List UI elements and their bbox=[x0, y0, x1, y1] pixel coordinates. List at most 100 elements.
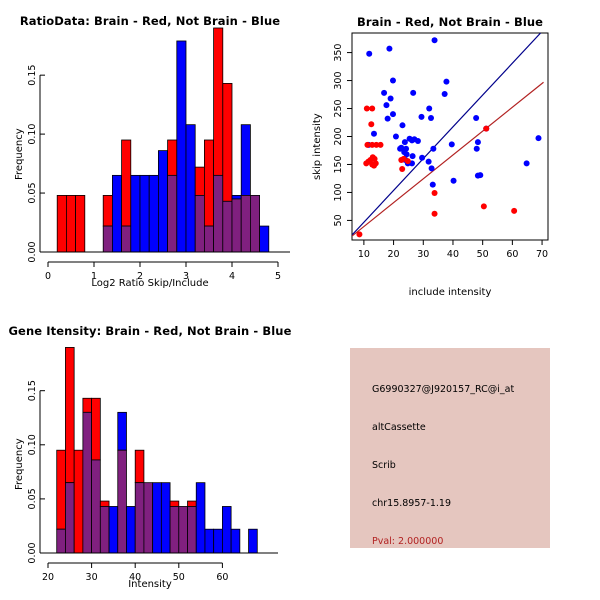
histogram-bar bbox=[108, 506, 119, 554]
y-tick-label: 0.00 bbox=[27, 241, 38, 262]
scatter-point bbox=[431, 37, 438, 44]
scatter-point bbox=[403, 145, 410, 152]
histogram-bar bbox=[167, 139, 178, 176]
histogram-bar bbox=[195, 482, 206, 554]
scatter-point bbox=[535, 135, 542, 142]
histogram-bar bbox=[185, 124, 196, 253]
histogram-bar bbox=[56, 449, 66, 530]
plot-frame bbox=[351, 32, 549, 241]
histogram-bar-overlap bbox=[99, 506, 110, 554]
scatter-point bbox=[368, 121, 375, 128]
scatter-point bbox=[448, 141, 455, 148]
x-tick-label: 30 bbox=[86, 572, 98, 583]
x-tick-label: 70 bbox=[536, 249, 548, 260]
scatter-point bbox=[397, 145, 404, 152]
gene-histogram-canvas: 0.00 0.05 0.10 0.15 20 30 40 50 60 bbox=[27, 347, 278, 583]
x-tick-label: 50 bbox=[477, 249, 489, 260]
scatter-point bbox=[399, 165, 406, 172]
x-tick-label: 5 bbox=[275, 271, 281, 282]
scatter-point bbox=[381, 89, 388, 96]
y-tick-label: 0.15 bbox=[27, 380, 38, 401]
y-tick-label: 100 bbox=[333, 183, 344, 201]
scatter-point bbox=[386, 45, 393, 52]
histogram-bar-overlap bbox=[231, 198, 242, 253]
scatter-ylabel: skip intensity bbox=[312, 113, 323, 180]
histogram-bar-overlap bbox=[91, 459, 101, 554]
scatter-title: Brain - Red, Not Brain - Blue bbox=[356, 15, 544, 29]
histogram-bar bbox=[56, 195, 67, 253]
histogram-bar-overlap bbox=[249, 195, 260, 253]
info-pval: Pval: 2.000000 bbox=[372, 536, 444, 547]
scatter-point bbox=[392, 133, 399, 140]
y-tick-label: 0.00 bbox=[27, 542, 38, 563]
scatter-point bbox=[523, 160, 530, 167]
scatter-xlabel: include intensity bbox=[408, 287, 492, 298]
info-event-type: altCassette bbox=[372, 422, 426, 433]
histogram-bar bbox=[213, 27, 224, 176]
histogram-bar bbox=[126, 506, 136, 554]
scatter-point bbox=[430, 145, 437, 152]
info-probe-id: G6990327@J920157_RC@i_at bbox=[372, 384, 515, 395]
x-tick-label: 30 bbox=[417, 249, 429, 260]
scatter-point bbox=[431, 210, 438, 217]
histogram-bar bbox=[203, 139, 214, 227]
scatter-point bbox=[356, 231, 363, 238]
histogram-bar bbox=[194, 166, 205, 196]
scatter-point bbox=[441, 90, 448, 97]
scatter-point bbox=[418, 113, 425, 120]
scatter-point bbox=[414, 137, 421, 144]
ratio-histogram-xlabel: Log2 Ratio Skip/Include bbox=[91, 278, 209, 289]
histogram-bar bbox=[152, 482, 162, 554]
x-tick-label: 50 bbox=[173, 572, 185, 583]
gene-histogram-title: Gene Itensity: Brain - Red, Not Brain - … bbox=[8, 324, 292, 338]
histogram-bar bbox=[73, 449, 84, 554]
histogram-bar bbox=[91, 397, 101, 461]
x-tick-label: 60 bbox=[216, 572, 228, 583]
scatter-point bbox=[387, 95, 394, 102]
y-tick-label: 50 bbox=[333, 214, 344, 226]
histogram-bar bbox=[240, 124, 251, 196]
svg-hist-ratio-plot-area: 0.00 0.05 0.10 0.15 0 1 2 3 4 5 bbox=[27, 27, 290, 282]
y-tick-label: 0.10 bbox=[27, 124, 38, 145]
scatter-point bbox=[483, 125, 490, 132]
histogram-bar-overlap bbox=[178, 506, 188, 554]
histogram-bar-overlap bbox=[169, 506, 180, 554]
histogram-bar bbox=[139, 174, 150, 253]
ratio-histogram-title: RatioData: Brain - Red, Not Brain - Blue bbox=[19, 14, 281, 28]
scatter-point bbox=[474, 139, 481, 146]
scatter-point bbox=[369, 141, 376, 148]
histogram-bar bbox=[121, 139, 132, 227]
y-tick-label: 0.10 bbox=[27, 434, 38, 455]
scatter-canvas: 50 100 150 200 250 300 350 10 20 30 40 50 60 70 bbox=[333, 32, 549, 260]
x-tick-label: 3 bbox=[183, 271, 189, 282]
histogram-bar bbox=[169, 500, 180, 507]
scatter-point bbox=[511, 207, 518, 214]
scatter-point bbox=[409, 153, 416, 160]
histogram-bar bbox=[222, 83, 233, 202]
histogram-bar-overlap bbox=[240, 195, 251, 253]
red-reference-line bbox=[352, 81, 544, 237]
histogram-bar-overlap bbox=[56, 528, 66, 554]
histogram-bar bbox=[187, 500, 197, 507]
y-tick-label: 250 bbox=[333, 99, 344, 117]
histogram-bar-overlap bbox=[222, 200, 233, 253]
x-tick-label: 2 bbox=[137, 271, 143, 282]
x-tick-label: 20 bbox=[388, 249, 400, 260]
scatter-point bbox=[429, 181, 436, 188]
histogram-bar bbox=[160, 482, 171, 554]
gene-histogram-xlabel: Intensity bbox=[128, 579, 172, 590]
ratio-histogram-ylabel: Frequency bbox=[14, 128, 25, 180]
histogram-bar-overlap bbox=[194, 195, 205, 253]
x-tick-label: 4 bbox=[229, 271, 235, 282]
scatter-point bbox=[480, 203, 487, 210]
x-tick-label: 20 bbox=[42, 572, 54, 583]
histogram-bar bbox=[148, 174, 159, 253]
scatter-point bbox=[401, 139, 408, 146]
svg-hist-gene-plot-area: 0.00 0.05 0.10 0.15 20 30 40 50 60 bbox=[27, 347, 278, 583]
scatter-point bbox=[473, 145, 480, 152]
info-gene-symbol: Scrib bbox=[372, 460, 396, 471]
histogram-bar bbox=[248, 528, 258, 554]
scatter-point bbox=[426, 105, 433, 112]
panel-gene-info: G6990327@J920157_RC@i_at altCassette Scr… bbox=[300, 300, 600, 600]
scatter-point bbox=[403, 151, 410, 158]
